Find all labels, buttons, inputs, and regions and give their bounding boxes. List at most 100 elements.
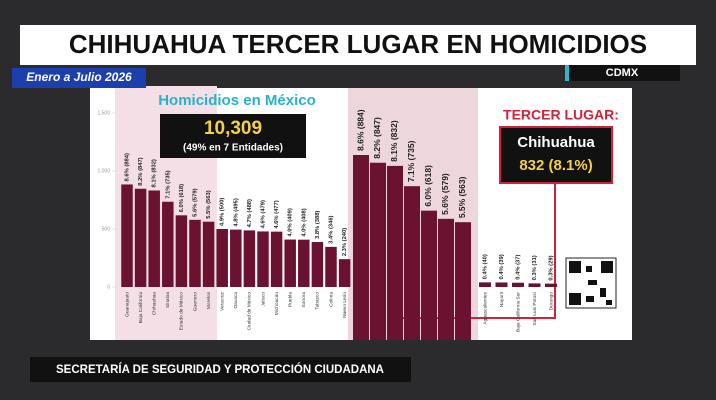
x-tick-label: Jalisco (260, 292, 266, 307)
value-label: 8.6% (884) (125, 153, 131, 181)
zoom-bar (438, 218, 454, 340)
x-tick-label: Oaxaca (233, 292, 239, 309)
value-label: 6.0% (618) (179, 184, 185, 212)
x-tick-label: Sonora (301, 292, 307, 308)
x-tick-label: Ciudad de México (247, 292, 253, 331)
highlight-value: 832 (8.1%) (519, 157, 592, 174)
bar (162, 201, 174, 287)
bar (298, 239, 310, 287)
bar (545, 283, 557, 287)
bar (148, 190, 160, 287)
period-box (12, 68, 146, 88)
zoom-value-label: 7.1% (735) (406, 140, 416, 182)
x-tick-label: Puebla (287, 292, 293, 307)
value-label: 0.4% (40) (483, 254, 489, 279)
x-tick-label: Baja California (138, 292, 144, 324)
highlight-box (499, 126, 613, 184)
bar (311, 241, 324, 287)
value-label: 0.3% (31) (532, 255, 538, 280)
zoom-bar (353, 155, 369, 340)
zoom-value-label: 5.6% (579) (440, 173, 450, 215)
zoom-value-label: 6.0% (618) (423, 165, 433, 207)
value-label: 4.8% (495) (233, 198, 239, 226)
x-tick-label: Tabasco (315, 292, 321, 310)
value-label: 0.4% (37) (516, 255, 522, 280)
zoom-value-label: 8.6% (884) (355, 109, 365, 151)
bar (512, 282, 524, 287)
value-label: 7.1% (735) (165, 170, 171, 198)
x-tick-label: Michoacán (274, 292, 280, 316)
bar (175, 215, 188, 287)
location: CDMX (606, 67, 639, 79)
zoom-bar (421, 210, 437, 340)
bar (134, 188, 147, 287)
zoom-value-label: 8.2% (847) (372, 117, 382, 159)
y-tick-label: 0 (107, 284, 110, 290)
bar (270, 231, 283, 287)
bar (216, 229, 228, 287)
x-tick-label: Colima (328, 292, 334, 307)
bar (121, 184, 133, 287)
qr-code (565, 257, 617, 309)
bar (202, 221, 215, 287)
zoom-bar (404, 186, 420, 340)
value-label: 8.2% (847) (138, 157, 144, 185)
zoom-value-label: 8.1% (832) (389, 120, 399, 162)
value-label: 3.8% (388) (315, 211, 321, 239)
zoom-value-label: 5.5% (563) (457, 176, 467, 218)
value-label: 0.3% (29) (549, 255, 555, 280)
value-label: 5.6% (579) (193, 188, 199, 216)
bar (528, 283, 541, 287)
bar (243, 230, 256, 287)
headline: CHIHUAHUA TERCER LUGAR EN HOMICIDIOS (69, 29, 647, 59)
total-title: Homicidios en México (158, 92, 316, 109)
period: Enero a Julio 2026 (26, 70, 132, 84)
bar (495, 282, 508, 287)
value-label: 4.6% (479) (261, 200, 267, 228)
value-label: 4.7% (488) (247, 199, 253, 227)
x-tick-label: Durango (548, 292, 554, 311)
bar (325, 246, 337, 287)
headline-box (20, 25, 696, 65)
bar (284, 239, 296, 287)
x-tick-label: Nuevo León (342, 292, 348, 318)
value-label: 3.4% (346) (329, 215, 335, 243)
total-value: 10,309 (204, 118, 262, 139)
bar (338, 259, 351, 287)
x-tick-label: Veracruz (219, 291, 225, 311)
x-tick-label: Aguascalientes (482, 291, 488, 324)
y-tick-label: 1,000 (97, 168, 110, 174)
y-tick-label: 500 (102, 226, 111, 232)
value-label: 4.0% (408) (301, 208, 307, 236)
value-label: 8.1% (832) (152, 159, 158, 187)
x-tick-label: Nayarit (499, 291, 505, 307)
x-tick-label: Guerrero (192, 292, 198, 312)
zoom-bar (387, 165, 403, 340)
x-tick-label: Guanajuato (124, 292, 130, 317)
x-tick-label: Sinaloa (165, 292, 171, 308)
zoom-bar (370, 162, 386, 340)
footer: SECRETARÍA DE SEGURIDAD Y PROTECCIÓN CIU… (56, 363, 384, 376)
location-box (565, 65, 680, 81)
value-label: 4.6% (477) (274, 200, 280, 228)
bar (189, 219, 201, 287)
footer-box (30, 357, 411, 382)
zoom-bar (455, 222, 471, 340)
x-tick-label: Estado de México (179, 292, 185, 330)
x-tick-label: San Luis Potosí (532, 291, 538, 325)
x-tick-label: Morelos (206, 291, 212, 309)
bar (257, 231, 269, 287)
total-box (160, 114, 306, 158)
x-tick-label: Baja California Sur (515, 292, 521, 332)
value-label: 0.4% (39) (499, 254, 505, 279)
bar (479, 282, 491, 287)
value-label: 4.9% (500) (220, 198, 226, 226)
x-tick-label: Chihuahua (151, 292, 157, 316)
value-label: 5.5% (563) (206, 190, 212, 218)
location-accent (565, 65, 569, 81)
y-tick-label: 1,500 (97, 110, 110, 116)
highlight-title: TERCER LUGAR: (503, 107, 619, 123)
total-note: (49% en 7 Entidades) (183, 143, 283, 154)
highlight-state: Chihuahua (517, 134, 595, 151)
